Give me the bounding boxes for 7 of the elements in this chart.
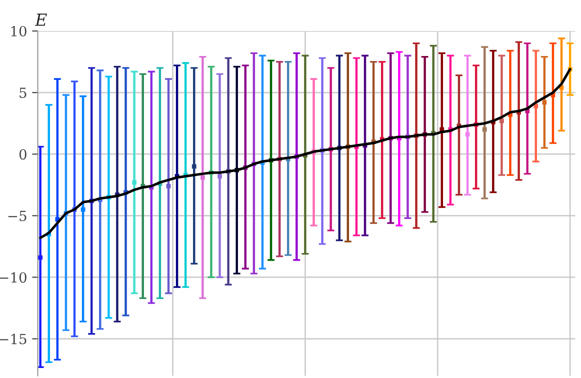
y-tick-label: −5: [8, 210, 26, 222]
y-tick-label: 0: [19, 149, 26, 160]
y-tick-label: 5: [20, 88, 26, 98]
y-tick-label: −15: [0, 334, 26, 344]
y-axis-title: E: [34, 14, 47, 26]
y-tick-label: −10: [0, 272, 26, 283]
y-tick-label: 10: [11, 26, 26, 36]
